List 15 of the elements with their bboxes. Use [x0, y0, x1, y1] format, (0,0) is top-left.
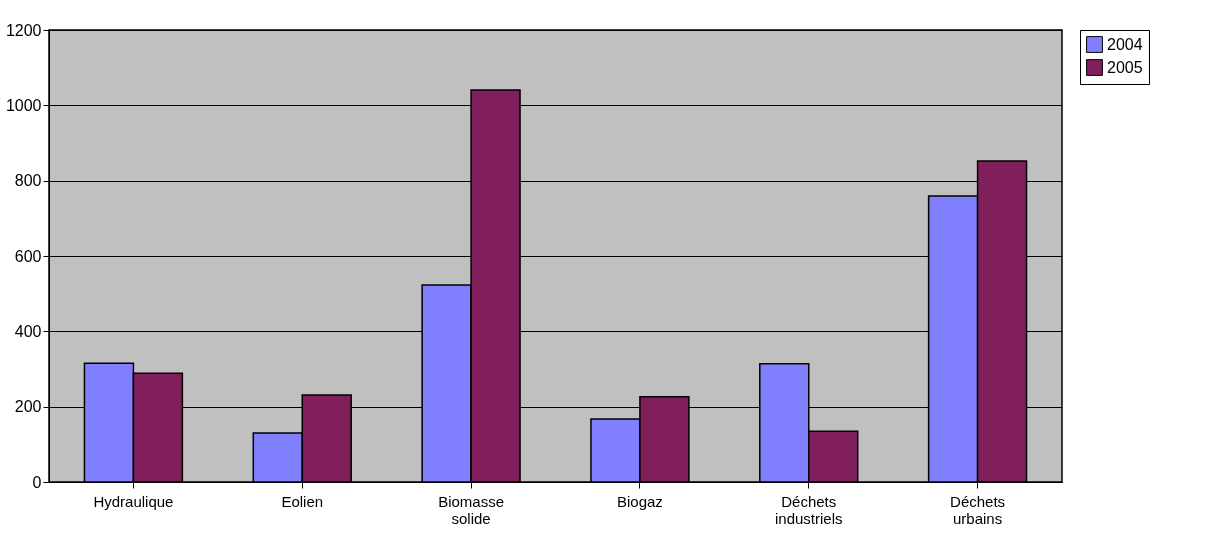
x-tick-label: Biogaz — [616, 492, 663, 510]
x-tick-label: Eolien — [281, 492, 324, 510]
y-tick-label: 0 — [32, 473, 42, 491]
x-tick-label: Déchets industriels — [774, 492, 843, 527]
y-tick-label: 400 — [14, 322, 42, 340]
y-tick-label: 1000 — [5, 96, 42, 114]
x-tick-label: Déchets urbains — [950, 492, 1006, 527]
x-tick-label: Hydraulique — [93, 492, 174, 510]
y-tick-label: 200 — [14, 398, 42, 416]
y-tick-label: 600 — [14, 247, 42, 265]
legend-label: 2005 — [1107, 58, 1143, 76]
x-tick-label: Biomasse solide — [438, 492, 505, 527]
legend-label: 2004 — [1107, 35, 1143, 53]
y-tick-label: 1200 — [5, 21, 42, 39]
y-tick-label: 800 — [14, 172, 42, 190]
